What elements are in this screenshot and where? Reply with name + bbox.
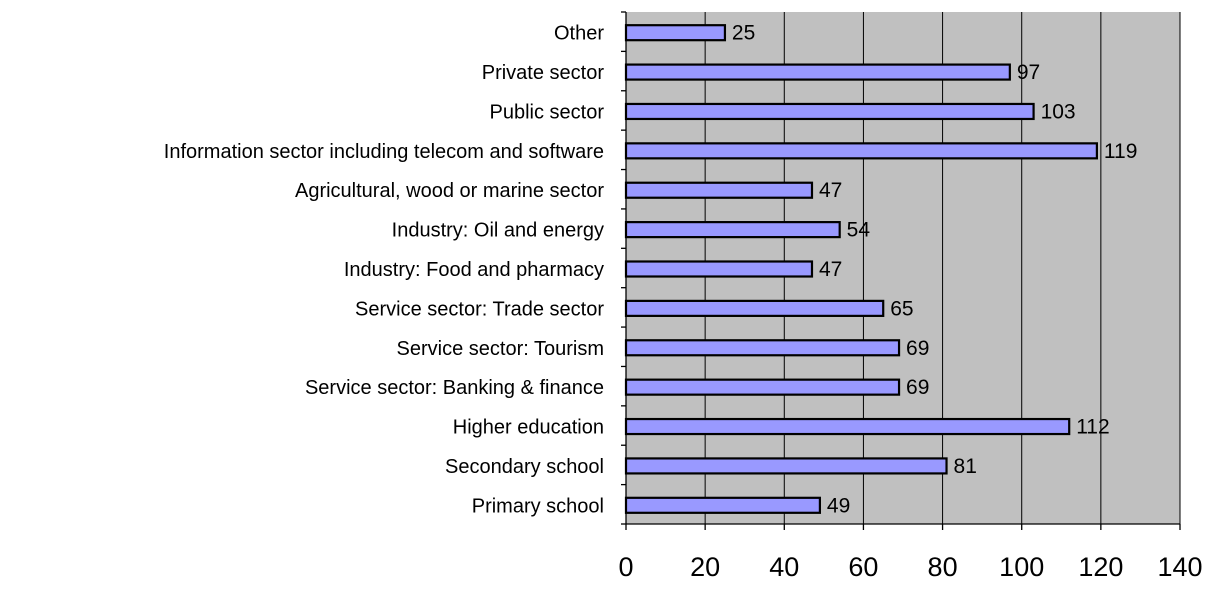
data-label: 69	[906, 337, 929, 360]
bar	[624, 221, 841, 239]
x-tick-label: 20	[690, 552, 720, 582]
data-label: 65	[890, 297, 913, 320]
category-label: Secondary school	[445, 456, 604, 478]
x-tick-label: 0	[618, 552, 633, 582]
bar	[624, 181, 814, 199]
category-label: Higher education	[453, 417, 604, 439]
x-tick-labels: 0 20 40 60 80 100 120 140	[618, 552, 1202, 582]
y-axis	[621, 11, 627, 525]
bar	[624, 260, 814, 278]
bar	[624, 339, 901, 357]
data-label: 81	[954, 455, 977, 478]
bar	[624, 417, 1071, 436]
category-label: Industry: Food and pharmacy	[344, 259, 604, 281]
data-label: 49	[827, 494, 850, 517]
bar	[624, 102, 1035, 121]
x-tick-label: 140	[1157, 552, 1202, 582]
category-labels: Other Private sector Public sector Informat…	[164, 23, 605, 518]
x-tick-label: 120	[1078, 552, 1123, 582]
data-label: 54	[847, 219, 871, 242]
bar	[624, 299, 885, 317]
data-label: 97	[1017, 61, 1040, 84]
data-label: 47	[819, 258, 842, 281]
category-label: Other	[554, 23, 604, 45]
x-tick-label: 40	[769, 552, 799, 582]
category-label: Service sector: Tourism	[397, 338, 604, 360]
data-label: 47	[819, 179, 842, 202]
x-tick-label: 100	[999, 552, 1044, 582]
data-label: 103	[1041, 100, 1076, 123]
bar	[624, 24, 727, 42]
data-label: 69	[906, 376, 929, 399]
data-label: 25	[732, 22, 755, 45]
bar	[624, 142, 1098, 160]
bar	[624, 457, 948, 475]
x-tick-label: 80	[928, 552, 958, 582]
bar	[624, 378, 901, 396]
category-label: Service sector: Trade sector	[355, 298, 604, 320]
category-label: Public sector	[490, 101, 605, 123]
x-axis	[625, 523, 1181, 530]
category-label: Service sector: Banking & finance	[305, 377, 604, 399]
category-label: Private sector	[482, 62, 605, 84]
x-tick-label: 60	[848, 552, 878, 582]
category-label: Industry: Oil and energy	[392, 220, 604, 242]
data-label: 112	[1076, 416, 1109, 439]
bar	[624, 496, 821, 514]
category-label: Primary school	[472, 495, 604, 517]
data-label: 119	[1104, 140, 1137, 163]
bar	[624, 63, 1011, 81]
category-label: Information sector including telecom and…	[164, 141, 604, 163]
category-label: Agricultural, wood or marine sector	[295, 180, 604, 202]
